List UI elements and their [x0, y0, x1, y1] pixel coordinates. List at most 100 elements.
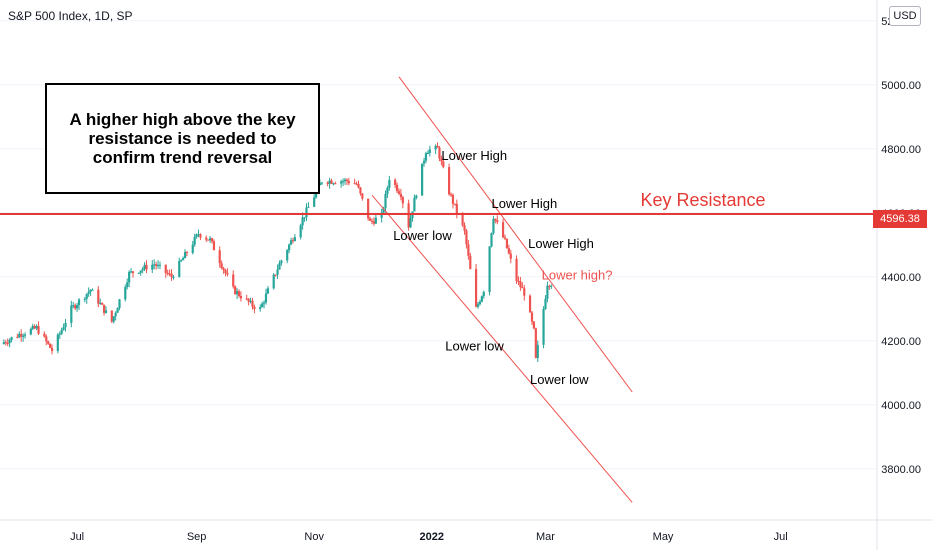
- candle-body: [264, 293, 268, 303]
- candle-body: [104, 310, 108, 313]
- candle-body: [259, 307, 262, 310]
- candle-body: [453, 203, 456, 205]
- candle-body: [436, 145, 439, 148]
- y-tick-label: 4800.00: [881, 144, 921, 156]
- annotation-label: Lower High: [492, 196, 558, 211]
- candle-body: [180, 260, 183, 262]
- candle-body: [501, 222, 505, 238]
- x-tick-label: Jul: [70, 531, 84, 543]
- candle-body: [172, 276, 175, 278]
- candle-body: [476, 304, 480, 307]
- candle-body: [496, 220, 499, 223]
- currency-button[interactable]: USD: [889, 6, 921, 26]
- candle-body: [276, 269, 279, 275]
- candle-body: [110, 310, 113, 322]
- candle-body: [251, 300, 254, 307]
- candle-body: [278, 263, 281, 270]
- candle-body: [368, 218, 372, 221]
- candle-body: [210, 238, 214, 242]
- candle-body: [503, 237, 507, 239]
- candle-body: [45, 336, 48, 342]
- candle-body: [532, 321, 536, 329]
- candle-body: [353, 183, 356, 185]
- candle-body: [451, 194, 455, 204]
- candle-body: [124, 287, 127, 300]
- x-tick-label: Mar: [536, 531, 555, 543]
- candle-body: [70, 305, 73, 323]
- candle-body: [343, 179, 347, 182]
- candle-body: [72, 305, 75, 307]
- candle-body: [226, 273, 229, 275]
- candle-body: [139, 270, 142, 273]
- candle-body: [355, 183, 358, 185]
- annotation-label: Lower low: [530, 372, 589, 387]
- candle-body: [31, 326, 34, 329]
- candle-body: [155, 264, 158, 267]
- candle-body: [455, 203, 458, 214]
- candle-body: [488, 246, 491, 292]
- candle-body: [367, 198, 370, 219]
- candle-body: [47, 341, 50, 344]
- candle-body: [212, 241, 216, 251]
- candle-body: [261, 303, 264, 308]
- candle-body: [505, 238, 509, 249]
- candle-body: [326, 182, 329, 184]
- candle-body: [449, 194, 453, 196]
- candle-body: [395, 184, 399, 192]
- candle-body: [126, 282, 129, 288]
- candle-body: [399, 193, 403, 198]
- candle-body: [220, 263, 223, 269]
- channel-line: [398, 76, 633, 393]
- candle-body: [102, 304, 106, 313]
- candle-body: [114, 312, 117, 317]
- candle-body: [208, 238, 212, 241]
- candle-body: [35, 326, 38, 329]
- y-tick-label: 5000.00: [881, 80, 921, 92]
- candle-body: [16, 337, 19, 339]
- candle-body: [141, 268, 144, 271]
- candle-body: [4, 342, 7, 344]
- candle-body: [99, 303, 102, 305]
- candle-body: [507, 248, 510, 254]
- candle-body: [413, 197, 416, 212]
- candlestick-series: [2, 142, 553, 362]
- candle-body: [205, 237, 208, 240]
- candle-body: [85, 293, 88, 299]
- key-resistance-line[interactable]: Key Resistance: [0, 190, 877, 215]
- candle-body: [116, 308, 119, 313]
- note-box: A higher high above the key resistance i…: [45, 83, 320, 194]
- y-tick-label: 4200.00: [881, 336, 921, 348]
- candle-body: [469, 255, 472, 270]
- candle-body: [288, 244, 291, 251]
- trend-channel-lines[interactable]: [371, 76, 633, 503]
- candle-body: [438, 147, 441, 159]
- candle-body: [544, 298, 547, 310]
- candle-body: [64, 322, 67, 328]
- candle-body: [415, 195, 418, 198]
- candle-body: [286, 250, 289, 261]
- candle-body: [224, 270, 227, 274]
- candle-body: [10, 337, 13, 340]
- candle-body: [222, 268, 225, 271]
- x-tick-label: 2022: [420, 531, 444, 543]
- candle-body: [382, 208, 385, 213]
- candle-body: [293, 237, 297, 242]
- candle-body: [291, 240, 295, 242]
- candle-body: [515, 258, 518, 282]
- candle-body: [234, 286, 237, 295]
- candle-body: [97, 289, 100, 304]
- candle-body: [112, 316, 115, 322]
- candle-body: [74, 305, 77, 309]
- candle-body: [474, 269, 478, 307]
- candle-body: [530, 312, 534, 322]
- candle-body: [143, 264, 146, 269]
- candle-body: [89, 289, 92, 292]
- candle-body: [482, 291, 485, 297]
- candle-body: [191, 244, 194, 253]
- candle-body: [262, 302, 266, 304]
- candle-body: [401, 197, 404, 204]
- candle-body: [307, 206, 310, 208]
- candle-body: [23, 334, 27, 336]
- candle-body: [272, 274, 275, 289]
